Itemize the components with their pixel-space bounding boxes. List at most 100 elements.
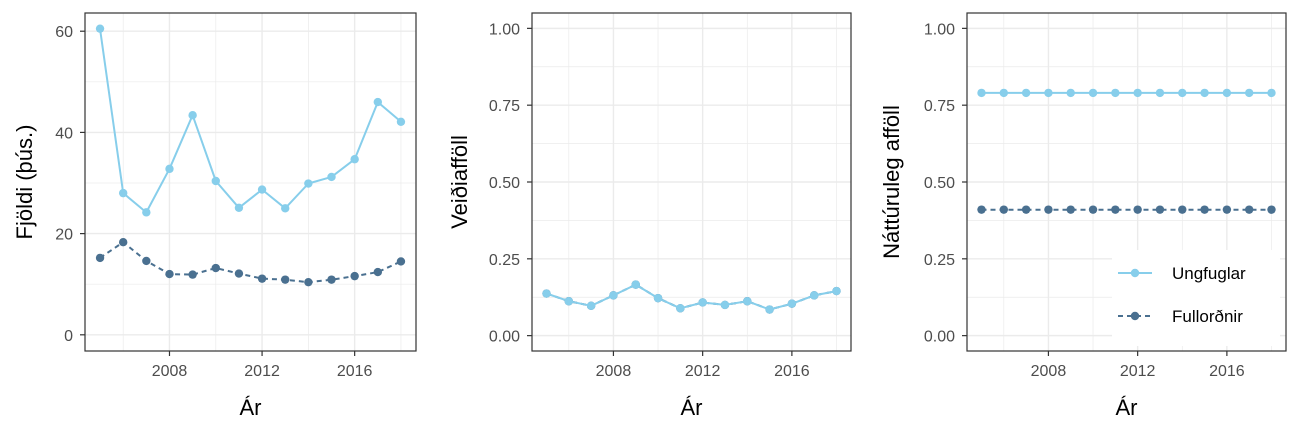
data-point-fullordnir	[350, 271, 359, 281]
data-point-fullordnir	[1178, 205, 1187, 214]
x-tick-label: 2016	[774, 363, 810, 380]
data-point-fullordnir	[999, 205, 1009, 214]
data-point-ungfuglar	[118, 188, 128, 198]
data-point-ungfuglar	[1222, 88, 1232, 98]
x-tick-label: 2012	[1120, 363, 1156, 380]
panel-hunting-mortality: 0.00 0.25 0.50 0.75 1.00 2008 2012 2016 Ár Veiðia…	[447, 12, 852, 420]
data-point-ungfuglar	[977, 88, 986, 98]
x-axis-title: Ár	[240, 395, 262, 420]
y-tick-label: 60	[55, 24, 73, 41]
data-point-ungfuglar	[1200, 88, 1209, 98]
data-point-fullordnir	[142, 256, 151, 266]
legend-key-point	[1130, 268, 1140, 278]
data-point-ungfuglar	[631, 280, 640, 289]
x-tick-label: 2016	[337, 363, 373, 380]
data-point-ungfuglar	[765, 305, 774, 314]
data-point-ungfuglar	[188, 111, 197, 120]
legend-background	[1112, 250, 1280, 346]
y-axis-title: Náttúruleg afföll	[879, 105, 904, 259]
data-point-fullordnir	[304, 277, 313, 287]
data-point-ungfuglar	[95, 24, 105, 33]
x-axis-title: Ár	[681, 395, 703, 420]
legend-label: Ungfuglar	[1172, 264, 1246, 283]
data-point-ungfuglar	[542, 289, 551, 298]
data-point-ungfuglar	[787, 299, 797, 308]
data-point-ungfuglar	[373, 97, 383, 107]
data-point-ungfuglar	[1155, 88, 1165, 98]
y-tick-label: 40	[55, 125, 73, 142]
data-point-ungfuglar	[586, 301, 596, 311]
data-point-ungfuglar	[1044, 88, 1053, 98]
y-tick-label: 0.00	[489, 329, 520, 346]
data-point-fullordnir	[188, 270, 197, 279]
y-tick-label: 0.75	[489, 98, 520, 115]
legend-label: Fullorðnir	[1172, 307, 1243, 326]
data-point-fullordnir	[327, 275, 336, 284]
data-point-ungfuglar	[653, 293, 663, 303]
data-point-ungfuglar	[720, 300, 730, 310]
y-tick-label: 1.00	[489, 21, 520, 38]
data-point-fullordnir	[1155, 205, 1165, 214]
data-point-fullordnir	[281, 275, 290, 284]
data-point-ungfuglar	[350, 155, 359, 164]
x-tick-label: 2012	[685, 363, 721, 380]
data-point-ungfuglar	[142, 208, 151, 217]
data-point-fullordnir	[95, 253, 105, 263]
data-point-ungfuglar	[743, 297, 752, 306]
data-point-ungfuglar	[1267, 88, 1276, 98]
data-point-ungfuglar	[211, 176, 220, 186]
data-point-fullordnir	[1088, 205, 1098, 214]
data-point-fullordnir	[1044, 205, 1053, 214]
y-axis-title: Fjöldi (þús.)	[12, 125, 37, 240]
data-point-ungfuglar	[1021, 88, 1031, 98]
data-point-ungfuglar	[698, 298, 707, 307]
y-tick-label: 0.50	[489, 175, 520, 192]
panel-population: 0 20 40 60 2008 2012 2016 Ár Fjöldi (þús.)	[12, 12, 417, 420]
x-tick-label: 2012	[244, 363, 280, 380]
data-point-ungfuglar	[676, 304, 685, 313]
data-point-fullordnir	[1021, 205, 1031, 214]
data-point-ungfuglar	[999, 88, 1009, 98]
data-point-fullordnir	[1200, 205, 1209, 214]
data-point-ungfuglar	[809, 291, 819, 300]
data-point-fullordnir	[165, 269, 174, 279]
data-point-ungfuglar	[257, 185, 267, 194]
data-point-fullordnir	[1133, 205, 1142, 214]
data-point-fullordnir	[1066, 205, 1075, 214]
data-point-ungfuglar	[1088, 88, 1098, 98]
data-point-ungfuglar	[832, 286, 841, 296]
data-point-ungfuglar	[304, 179, 313, 188]
y-tick-label: 20	[55, 227, 73, 244]
data-point-ungfuglar	[609, 291, 618, 300]
data-point-ungfuglar	[165, 164, 174, 174]
x-axis-title: Ár	[1116, 395, 1138, 420]
data-point-ungfuglar	[281, 204, 290, 213]
x-tick-label: 2016	[1209, 363, 1245, 380]
legend-key-point	[1130, 311, 1140, 321]
data-point-fullordnir	[1244, 205, 1254, 214]
data-point-ungfuglar	[234, 203, 244, 213]
y-axis-title: Veiðiafföll	[447, 135, 472, 229]
data-point-fullordnir	[1267, 205, 1276, 214]
data-point-fullordnir	[211, 263, 220, 273]
y-tick-label: 0.25	[924, 252, 955, 269]
plot-background	[85, 13, 416, 351]
data-point-ungfuglar	[1066, 88, 1075, 98]
y-tick-label: 0.00	[924, 329, 955, 346]
data-point-fullordnir	[396, 257, 406, 266]
data-point-ungfuglar	[1111, 88, 1120, 98]
legend: Ungfuglar Fullorðnir	[1112, 250, 1280, 346]
data-point-fullordnir	[1111, 205, 1120, 214]
series-line-ungfuglar	[99, 28, 402, 214]
data-point-fullordnir	[118, 238, 128, 247]
data-point-ungfuglar	[1178, 88, 1187, 98]
x-tick-label: 2008	[596, 363, 632, 380]
y-tick-label: 0.25	[489, 252, 520, 269]
y-tick-label: 1.00	[924, 21, 955, 38]
y-tick-label: 0	[64, 328, 73, 345]
y-tick-label: 0.50	[924, 175, 955, 192]
data-point-fullordnir	[1222, 205, 1232, 214]
data-point-ungfuglar	[1244, 88, 1254, 98]
data-point-fullordnir	[234, 269, 244, 278]
